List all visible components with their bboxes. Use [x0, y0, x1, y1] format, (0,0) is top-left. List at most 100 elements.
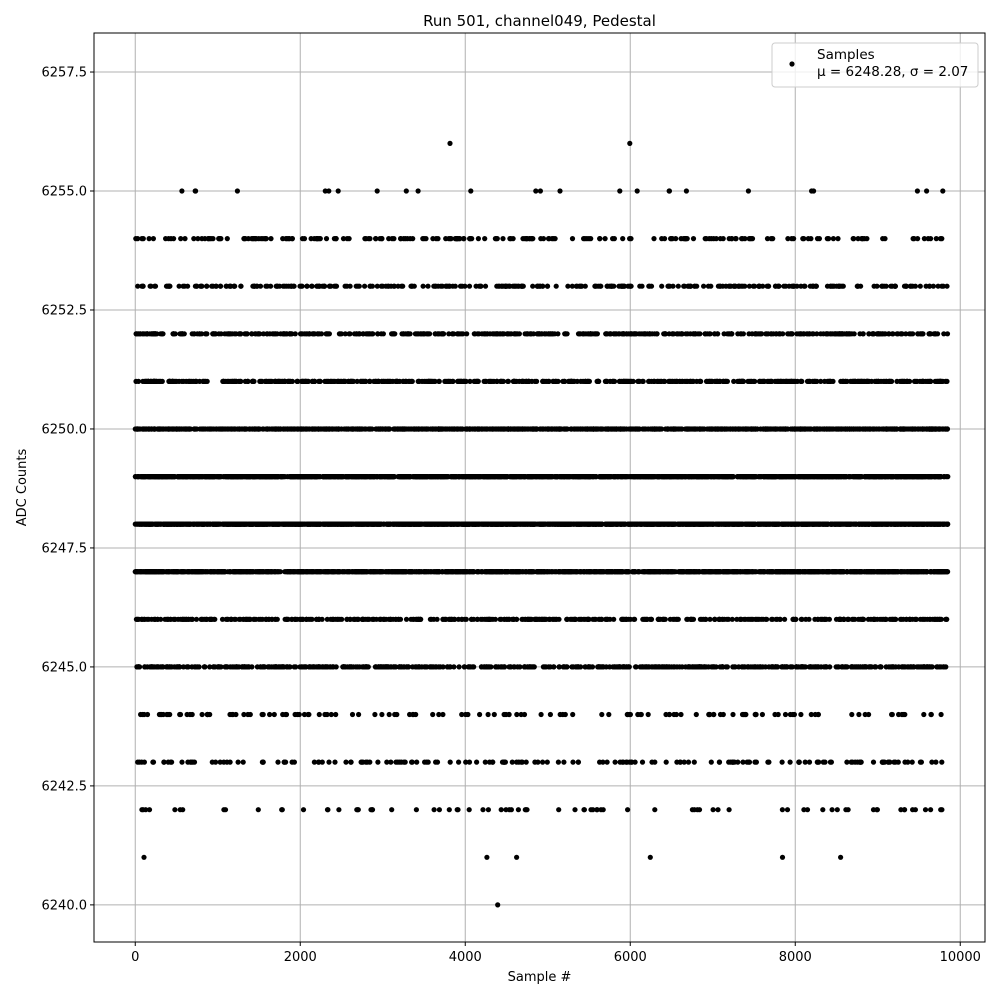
data-point	[341, 664, 347, 670]
data-point	[922, 807, 929, 813]
data-point	[477, 711, 483, 718]
data-point	[588, 807, 594, 813]
data-point	[904, 664, 911, 670]
data-point	[852, 569, 858, 575]
data-point	[784, 807, 791, 813]
data-point	[795, 569, 801, 575]
data-point	[330, 616, 336, 622]
data-point	[207, 616, 213, 622]
data-point	[667, 616, 673, 622]
data-point	[535, 616, 541, 622]
data-point	[432, 521, 438, 527]
data-point	[240, 616, 246, 622]
data-point	[711, 664, 717, 670]
data-point	[316, 759, 322, 765]
data-point	[223, 616, 229, 622]
data-point	[779, 807, 786, 813]
data-point	[514, 711, 520, 718]
data-point	[802, 759, 808, 765]
data-point	[153, 569, 159, 575]
data-point	[753, 664, 759, 670]
data-point	[291, 759, 297, 765]
data-point	[743, 711, 749, 718]
data-point	[503, 807, 509, 813]
data-point	[724, 664, 731, 670]
data-point	[377, 569, 384, 575]
data-point	[943, 664, 949, 670]
data-point	[606, 711, 612, 718]
data-point	[416, 664, 422, 670]
data-point	[887, 759, 893, 765]
data-point	[136, 664, 142, 670]
data-point	[724, 616, 730, 622]
data-point	[691, 759, 697, 765]
data-point	[599, 569, 605, 575]
data-point	[753, 711, 759, 718]
data-point	[637, 711, 644, 718]
data-point	[487, 616, 493, 622]
data-point	[676, 569, 682, 575]
data-point	[189, 616, 195, 622]
data-point	[301, 664, 307, 670]
data-point	[138, 616, 145, 622]
data-point	[177, 711, 184, 718]
data-point	[478, 664, 485, 670]
data-point	[229, 711, 235, 718]
data-point	[456, 759, 462, 765]
data-point	[703, 616, 709, 622]
data-point	[859, 616, 865, 622]
data-point	[379, 664, 385, 670]
data-point	[816, 521, 822, 527]
data-point	[430, 711, 436, 718]
data-point	[519, 759, 525, 765]
data-point	[717, 569, 723, 575]
data-point	[364, 616, 370, 622]
data-point	[415, 569, 421, 575]
data-point	[463, 759, 469, 765]
data-point	[164, 711, 170, 718]
data-point	[348, 664, 354, 670]
data-point	[730, 711, 736, 718]
data-point	[150, 759, 156, 765]
data-point	[235, 759, 241, 765]
data-point	[822, 616, 829, 622]
data-point	[588, 569, 595, 575]
data-point	[440, 664, 446, 670]
data-point	[816, 569, 822, 575]
data-point	[775, 711, 781, 718]
data-point	[777, 616, 783, 622]
data-point	[146, 807, 153, 813]
data-point	[938, 711, 944, 718]
data-point	[259, 711, 265, 718]
data-point	[471, 664, 477, 670]
data-point	[617, 664, 623, 670]
data-point	[249, 664, 255, 670]
data-point	[347, 616, 353, 622]
data-point	[485, 807, 491, 813]
data-point	[394, 711, 400, 718]
data-point	[611, 616, 617, 622]
data-point	[570, 711, 576, 718]
data-point	[491, 711, 497, 718]
data-point	[635, 569, 641, 575]
data-point	[913, 616, 920, 622]
data-point	[255, 569, 261, 575]
data-point	[502, 664, 508, 670]
data-point	[368, 807, 374, 813]
data-point	[454, 807, 460, 813]
data-point	[515, 664, 521, 670]
data-point	[274, 664, 280, 670]
data-point	[668, 569, 675, 575]
data-point	[556, 664, 562, 670]
data-point	[205, 711, 211, 718]
data-point	[944, 569, 950, 575]
data-point	[324, 711, 330, 718]
data-point	[525, 664, 531, 670]
data-point	[621, 569, 627, 575]
data-point	[354, 807, 360, 813]
data-point	[870, 759, 877, 765]
data-point	[375, 664, 381, 670]
data-point	[763, 616, 769, 622]
data-point	[801, 807, 807, 813]
data-point	[826, 616, 833, 622]
